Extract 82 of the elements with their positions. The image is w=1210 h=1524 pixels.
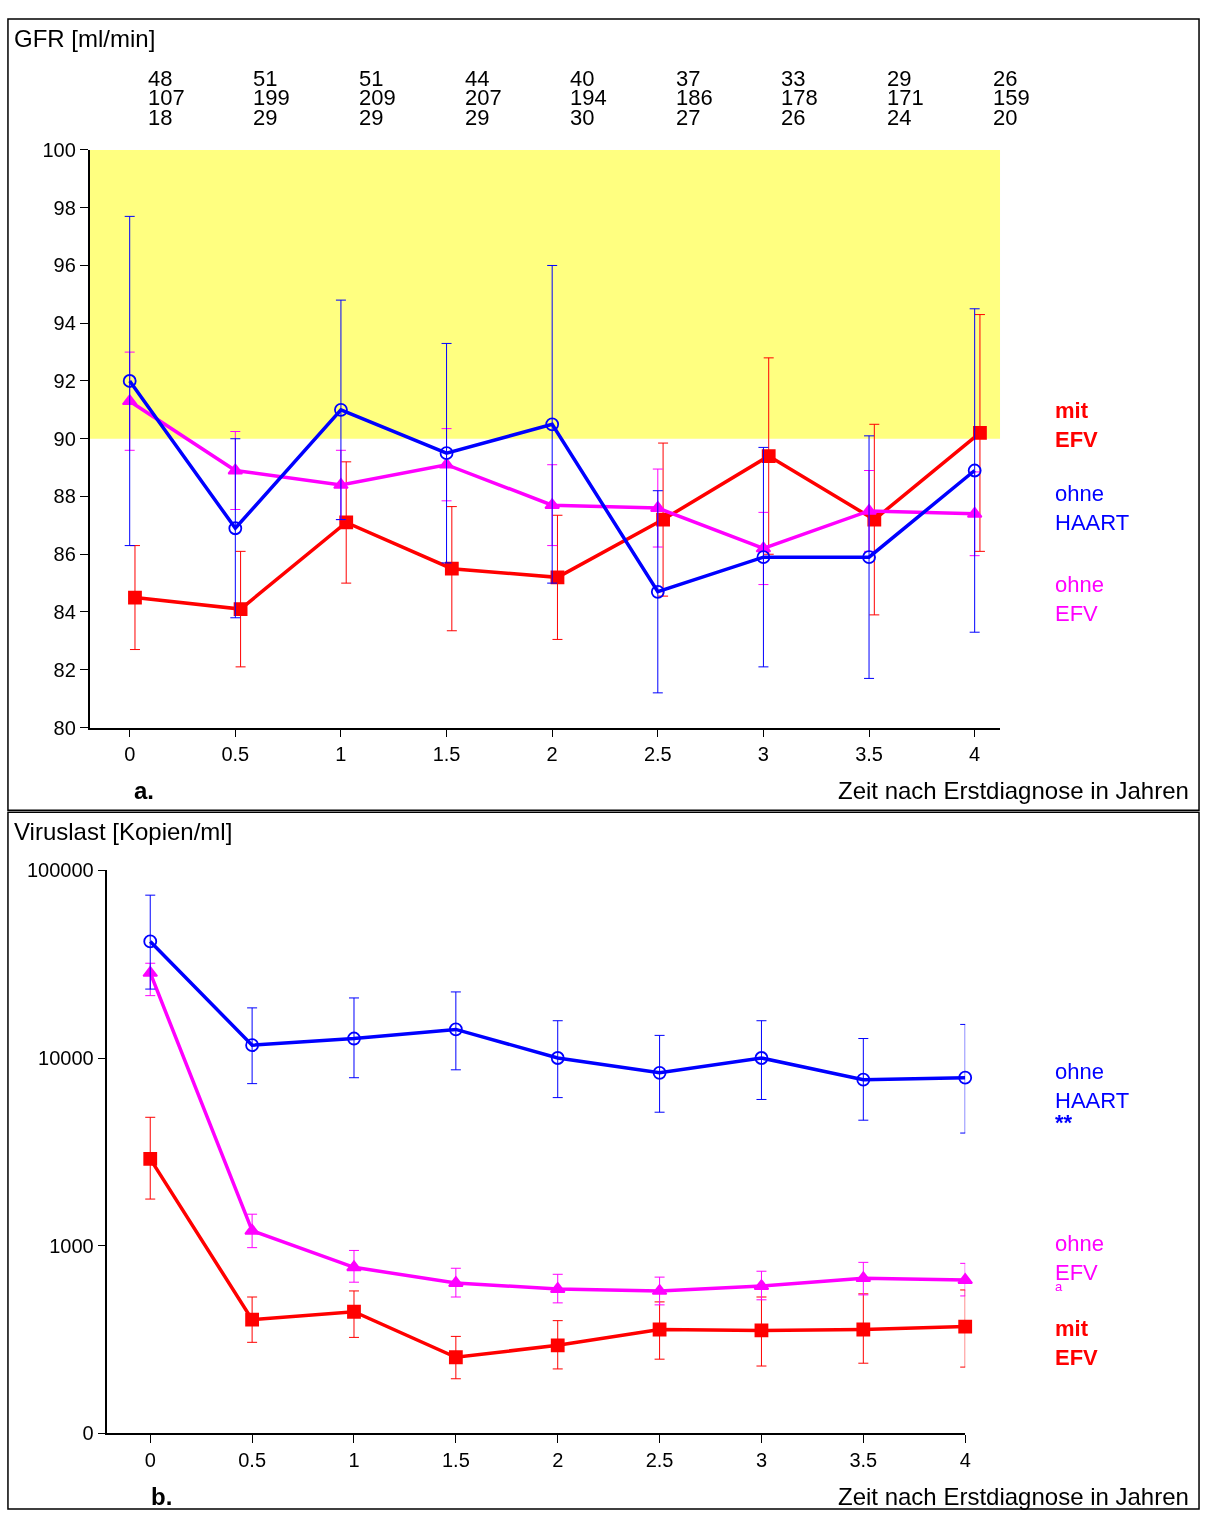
- x-tick-label: 4: [959, 1448, 971, 1471]
- y-tick-label: 88: [53, 485, 76, 508]
- point: [334, 402, 348, 417]
- point: [346, 1260, 362, 1272]
- point: [958, 1070, 973, 1085]
- point: [439, 446, 454, 461]
- y-tick-label: 82: [53, 658, 76, 681]
- x-axis-title: Zeit nach Erstdiagnose in Jahren: [838, 1483, 1189, 1510]
- point: [143, 934, 158, 949]
- x-tick-label: 1.5: [441, 1448, 470, 1471]
- y-tick-label: 100000: [26, 859, 94, 882]
- point: [650, 584, 665, 599]
- y-tick-label: 100: [42, 138, 76, 161]
- point: [550, 1051, 565, 1065]
- y-tick-label: 90: [53, 427, 76, 450]
- point: [754, 1323, 769, 1338]
- point: [958, 1319, 973, 1334]
- text: ohne EFV: [1055, 572, 1104, 626]
- text: ohne HAART: [1055, 481, 1130, 535]
- text: mit EFV: [1055, 398, 1099, 452]
- point: [245, 1038, 260, 1053]
- point: [339, 515, 354, 530]
- point: [652, 1322, 667, 1337]
- point: [245, 1312, 260, 1327]
- x-tick-label: 0: [124, 743, 136, 766]
- point: [855, 1271, 872, 1283]
- y-tick-label: 10000: [38, 1047, 94, 1069]
- y-axis-title: GFR [ml/min]: [14, 25, 156, 52]
- point: [448, 1350, 463, 1365]
- point: [550, 1338, 565, 1353]
- point: [973, 426, 987, 440]
- y-tick-label: 80: [53, 716, 76, 739]
- y-axis-title: Viruslast [Kopien/ml]: [14, 818, 233, 845]
- point: [347, 1304, 361, 1319]
- x-tick-label: 3: [757, 743, 769, 766]
- point: [228, 521, 243, 536]
- y-tick-label: 0: [82, 1422, 94, 1445]
- point: [143, 1151, 158, 1166]
- point: [761, 449, 776, 463]
- x-tick-label: 2: [552, 1448, 564, 1471]
- point: [756, 550, 771, 565]
- point: [448, 1022, 463, 1037]
- point: [856, 1322, 871, 1337]
- x-tick-label: 3.5: [849, 1448, 878, 1471]
- point: [856, 1072, 871, 1087]
- x-tick-label: 1: [335, 743, 347, 766]
- x-tick-label: 1.5: [432, 743, 461, 766]
- y-tick-label: 86: [53, 543, 76, 566]
- y-tick-label: 94: [53, 312, 76, 335]
- text: **: [1055, 1110, 1073, 1135]
- point: [967, 463, 982, 478]
- point: [128, 590, 142, 605]
- x-tick-label: 0.5: [221, 743, 250, 766]
- text: ohne HAART: [1055, 1059, 1130, 1113]
- text: mit EFV: [1055, 1316, 1099, 1370]
- y-tick-label: 84: [53, 600, 76, 623]
- x-tick-label: 3.5: [855, 743, 883, 766]
- text: b.: [151, 1483, 173, 1510]
- point: [244, 1223, 260, 1235]
- x-tick-label: 2.5: [643, 743, 672, 766]
- point: [545, 417, 560, 432]
- x-tick-label: 2.5: [645, 1448, 674, 1471]
- y-tick-label: 92: [53, 369, 76, 392]
- x-tick-label: 1: [348, 1448, 360, 1471]
- y-tick-label: 98: [53, 196, 76, 219]
- x-tick-label: 2: [546, 743, 558, 766]
- point: [122, 374, 137, 388]
- point: [444, 561, 459, 576]
- point: [753, 1279, 770, 1291]
- y-tick-label: 1000: [49, 1234, 94, 1257]
- x-axis-title: Zeit nach Erstdiagnose in Jahren: [838, 777, 1189, 804]
- x-tick-label: 0.5: [238, 1448, 267, 1471]
- x-tick-label: 0: [144, 1448, 156, 1471]
- point: [233, 602, 248, 616]
- point: [754, 1051, 769, 1065]
- point: [347, 1031, 361, 1046]
- text: a.: [134, 777, 155, 804]
- x-tick-label: 4: [969, 743, 981, 766]
- y-tick-label: 96: [53, 254, 76, 277]
- x-tick-label: 3: [755, 1448, 768, 1471]
- point: [862, 550, 876, 565]
- point: [652, 1065, 667, 1080]
